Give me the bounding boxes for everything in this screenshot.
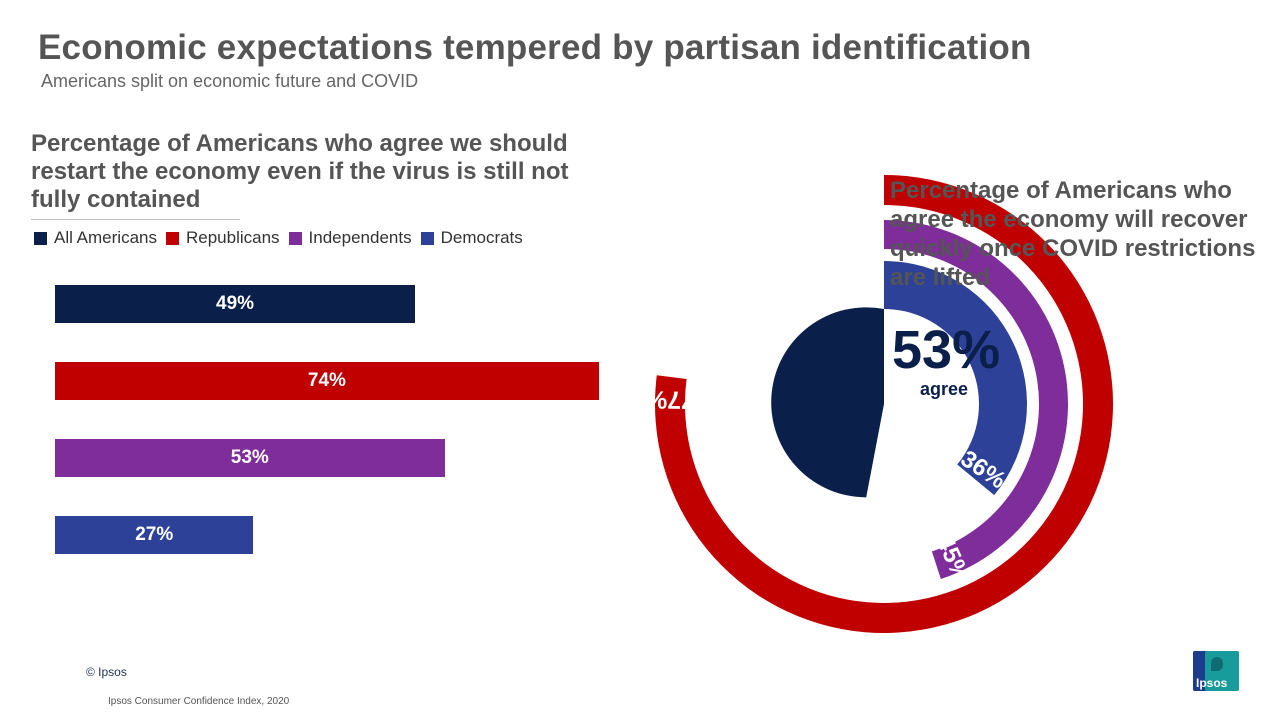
logo-text: Ipsos <box>1196 676 1228 690</box>
legend-label-independents: Independents <box>308 228 412 247</box>
bar-chart-title: Percentage of Americans who agree we sho… <box>31 130 569 213</box>
legend-label-democrats: Democrats <box>440 228 523 247</box>
bar-label-republicans: 74% <box>307 370 346 391</box>
legend-swatch-independents <box>288 231 302 245</box>
bar-label-independents: 53% <box>230 447 269 468</box>
bar-democrats: 27% <box>55 516 254 554</box>
ring-chart: 77% 45% 36% <box>645 175 1113 633</box>
bar-label-all-americans: 49% <box>216 293 255 314</box>
logo-mark-icon <box>1211 657 1223 671</box>
ring-label-republicans: 77% <box>645 385 696 414</box>
legend-item-all-americans: All Americans <box>34 228 157 248</box>
legend-swatch-republicans <box>165 231 179 245</box>
title-divider <box>31 219 240 220</box>
source-note: Ipsos Consumer Confidence Index, 2020 <box>108 696 290 707</box>
page-title: Economic expectations tempered by partis… <box>38 28 1032 67</box>
bar-independents: 53% <box>55 439 445 477</box>
ring-arc-democrats <box>884 261 1027 496</box>
bar-label-democrats: 27% <box>135 524 174 545</box>
legend-item-republicans: Republicans <box>165 228 280 248</box>
legend-swatch-democrats <box>420 231 434 245</box>
legend-label-all-americans: All Americans <box>54 228 157 247</box>
legend-item-independents: Independents <box>288 228 412 248</box>
bar-republicans: 74% <box>55 362 599 400</box>
bar-all-americans: 49% <box>55 285 416 323</box>
center-value: 53% <box>892 320 1001 380</box>
legend-swatch-all-americans <box>34 231 47 245</box>
center-label: agree <box>920 379 969 399</box>
legend-item-democrats: Democrats <box>420 228 523 248</box>
ring-arc-independents <box>884 220 1068 579</box>
legend-label-republicans: Republicans <box>185 228 280 247</box>
ring-chart-title: Percentage of Americans who agree the ec… <box>890 177 1256 291</box>
pie-slice-all-americans <box>771 307 884 498</box>
bar-chart-legend: All Americans Republicans Independents D… <box>34 228 532 248</box>
copyright: © Ipsos <box>86 665 127 679</box>
page-subtitle: Americans split on economic future and C… <box>41 71 419 91</box>
